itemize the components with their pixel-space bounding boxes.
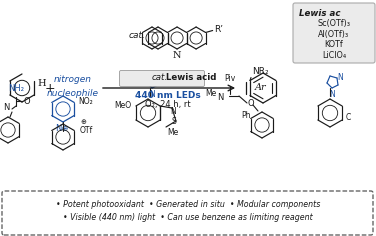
- Text: MeO: MeO: [114, 101, 131, 110]
- Text: Al(OTf)₃: Al(OTf)₃: [318, 30, 350, 38]
- Text: nucleophile: nucleophile: [47, 89, 99, 98]
- Text: N: N: [173, 51, 181, 60]
- Text: LiClO₄: LiClO₄: [322, 51, 346, 59]
- Text: 440 nm LEDs: 440 nm LEDs: [135, 91, 201, 100]
- Text: C: C: [346, 114, 351, 122]
- FancyBboxPatch shape: [293, 3, 375, 63]
- Text: KOTf: KOTf: [324, 40, 343, 49]
- Text: H: H: [37, 80, 45, 88]
- Text: N: N: [170, 106, 176, 115]
- Text: N: N: [217, 93, 223, 101]
- Text: N: N: [329, 90, 335, 99]
- Text: S: S: [172, 117, 177, 126]
- Text: Ph: Ph: [241, 111, 251, 121]
- Text: Me: Me: [205, 88, 216, 97]
- Text: Me: Me: [167, 128, 178, 137]
- Text: NR₂: NR₂: [252, 67, 268, 76]
- Text: O: O: [248, 100, 255, 109]
- Text: cat.: cat.: [128, 30, 145, 39]
- FancyBboxPatch shape: [2, 191, 373, 235]
- Text: N: N: [149, 90, 155, 99]
- Text: NH₂: NH₂: [8, 84, 24, 93]
- Text: N⊕: N⊕: [55, 124, 69, 133]
- Text: Lewis ac: Lewis ac: [299, 9, 341, 18]
- Text: • Visible (440 nm) light  • Can use benzene as limiting reagent: • Visible (440 nm) light • Can use benze…: [63, 213, 313, 222]
- Text: R’: R’: [214, 25, 223, 34]
- Text: +: +: [45, 81, 55, 94]
- Text: N: N: [337, 72, 343, 81]
- Text: OTf: OTf: [80, 126, 93, 135]
- Text: NO₂: NO₂: [78, 97, 93, 105]
- Text: O₂, 24 h, rt: O₂, 24 h, rt: [145, 100, 191, 109]
- Text: Piv: Piv: [224, 74, 236, 83]
- FancyBboxPatch shape: [120, 71, 205, 87]
- Text: N: N: [4, 104, 10, 113]
- Text: • Potent photooxidant  • Generated in situ  • Modular components: • Potent photooxidant • Generated in sit…: [56, 200, 320, 209]
- Text: nitrogen: nitrogen: [54, 75, 92, 84]
- Text: ⊕: ⊕: [80, 119, 86, 125]
- Text: Lewis acid: Lewis acid: [163, 73, 216, 82]
- Text: cat.: cat.: [152, 73, 168, 82]
- Text: N: N: [157, 72, 163, 81]
- Text: O: O: [23, 97, 30, 105]
- Text: Sc(OTf)₃: Sc(OTf)₃: [317, 19, 350, 28]
- Text: Ar: Ar: [255, 84, 267, 93]
